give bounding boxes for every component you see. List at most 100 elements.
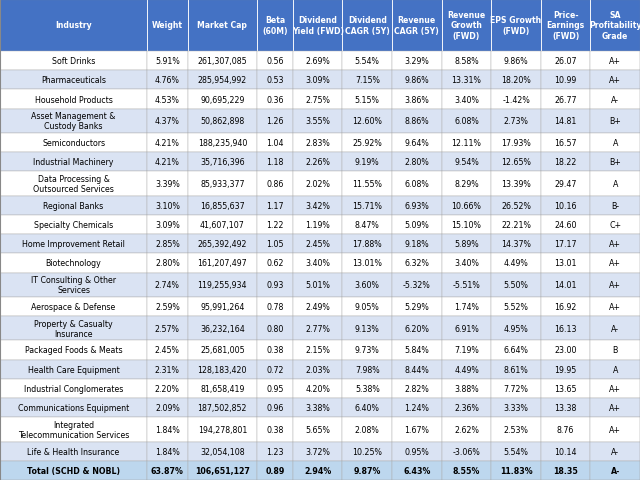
Text: Integrated
Telecommunication Services: Integrated Telecommunication Services — [18, 420, 129, 439]
Text: 26.07: 26.07 — [554, 57, 577, 66]
Bar — [293, 379, 342, 398]
Text: 0.36: 0.36 — [266, 96, 284, 104]
Bar — [492, 235, 541, 254]
Bar — [0, 52, 147, 71]
Text: 81,658,419: 81,658,419 — [200, 384, 244, 393]
Text: 3.86%: 3.86% — [404, 96, 429, 104]
Bar — [541, 0, 591, 52]
Bar — [147, 153, 188, 172]
Bar — [188, 235, 257, 254]
Text: 119,255,934: 119,255,934 — [198, 281, 247, 289]
Bar — [293, 196, 342, 216]
Text: 4.37%: 4.37% — [155, 117, 180, 126]
Bar — [257, 196, 293, 216]
Bar — [293, 153, 342, 172]
Bar — [541, 172, 591, 196]
Bar — [392, 254, 442, 273]
Text: 6.64%: 6.64% — [504, 346, 529, 355]
Text: 8.58%: 8.58% — [454, 57, 479, 66]
Bar — [541, 398, 591, 418]
Text: 16.92: 16.92 — [554, 302, 577, 312]
Bar — [392, 297, 442, 316]
Text: 1.67%: 1.67% — [404, 425, 429, 434]
Bar — [591, 418, 640, 442]
Bar — [591, 360, 640, 379]
Bar — [147, 172, 188, 196]
Text: 4.49%: 4.49% — [504, 259, 529, 268]
Bar — [591, 71, 640, 90]
Bar — [392, 52, 442, 71]
Text: 13.38: 13.38 — [554, 403, 577, 412]
Text: 13.31%: 13.31% — [451, 76, 481, 85]
Bar — [442, 379, 492, 398]
Bar — [188, 418, 257, 442]
Text: 8.47%: 8.47% — [355, 220, 380, 229]
Text: 7.98%: 7.98% — [355, 365, 380, 374]
Text: 35,716,396: 35,716,396 — [200, 158, 244, 167]
Bar — [257, 153, 293, 172]
Text: 2.80%: 2.80% — [404, 158, 429, 167]
Text: 128,183,420: 128,183,420 — [198, 365, 247, 374]
Text: A+: A+ — [609, 281, 621, 289]
Text: 12.65%: 12.65% — [501, 158, 531, 167]
Bar — [541, 418, 591, 442]
Bar — [188, 254, 257, 273]
Bar — [442, 196, 492, 216]
Bar — [392, 341, 442, 360]
Bar — [442, 90, 492, 109]
Bar — [342, 297, 392, 316]
Text: 8.29%: 8.29% — [454, 180, 479, 189]
Bar — [342, 0, 392, 52]
Bar — [492, 341, 541, 360]
Text: 8.55%: 8.55% — [452, 466, 480, 475]
Bar — [591, 379, 640, 398]
Bar — [257, 109, 293, 133]
Bar — [293, 461, 342, 480]
Text: Aerospace & Defense: Aerospace & Defense — [31, 302, 116, 312]
Text: 4.53%: 4.53% — [155, 96, 180, 104]
Bar — [591, 341, 640, 360]
Text: 3.39%: 3.39% — [155, 180, 180, 189]
Bar — [442, 52, 492, 71]
Bar — [392, 0, 442, 52]
Bar — [541, 297, 591, 316]
Bar — [392, 442, 442, 461]
Bar — [342, 316, 392, 341]
Bar — [492, 133, 541, 153]
Text: 10.14: 10.14 — [554, 447, 577, 456]
Bar — [342, 133, 392, 153]
Text: 187,502,852: 187,502,852 — [198, 403, 247, 412]
Bar — [0, 196, 147, 216]
Text: Price-
Earnings
(FWD): Price- Earnings (FWD) — [547, 11, 585, 41]
Bar — [293, 235, 342, 254]
Text: Semiconductors: Semiconductors — [42, 139, 105, 148]
Text: 5.91%: 5.91% — [155, 57, 180, 66]
Bar — [342, 461, 392, 480]
Text: 2.53%: 2.53% — [504, 425, 529, 434]
Text: 16.13: 16.13 — [554, 324, 577, 333]
Bar — [0, 273, 147, 297]
Text: 8.76: 8.76 — [557, 425, 574, 434]
Text: 1.84%: 1.84% — [155, 447, 180, 456]
Text: 3.40%: 3.40% — [454, 96, 479, 104]
Bar — [293, 341, 342, 360]
Text: 5.84%: 5.84% — [404, 346, 429, 355]
Bar — [293, 216, 342, 235]
Text: Health Care Equipment: Health Care Equipment — [28, 365, 120, 374]
Text: 3.40%: 3.40% — [305, 259, 330, 268]
Text: Pharmaceuticals: Pharmaceuticals — [41, 76, 106, 85]
Text: Revenue
Growth
(FWD): Revenue Growth (FWD) — [447, 11, 486, 41]
Text: 0.62: 0.62 — [266, 259, 284, 268]
Bar — [257, 71, 293, 90]
Bar — [257, 235, 293, 254]
Text: A+: A+ — [609, 302, 621, 312]
Text: 9.86%: 9.86% — [404, 76, 429, 85]
Bar — [342, 379, 392, 398]
Text: 1.24%: 1.24% — [404, 403, 429, 412]
Text: 17.88%: 17.88% — [353, 240, 382, 249]
Bar — [188, 461, 257, 480]
Text: 17.93%: 17.93% — [501, 139, 531, 148]
Text: B+: B+ — [609, 158, 621, 167]
Text: 14.01: 14.01 — [554, 281, 577, 289]
Text: 11.83%: 11.83% — [500, 466, 532, 475]
